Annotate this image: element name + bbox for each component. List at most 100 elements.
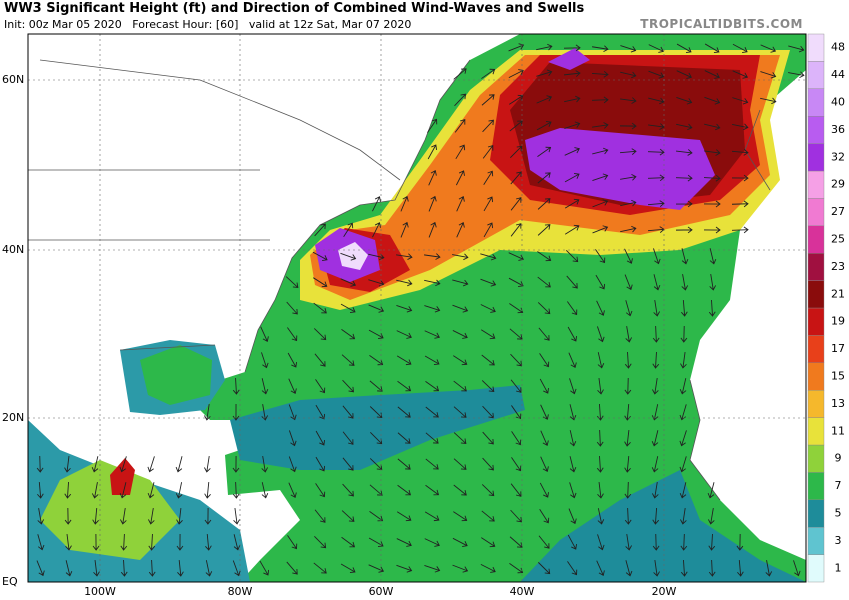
wind-arrow [731, 149, 749, 156]
wind-arrow [595, 274, 606, 290]
wind-arrow [511, 431, 522, 446]
wind-arrow [597, 508, 605, 525]
wind-arrow [596, 429, 604, 447]
wind-arrow [537, 302, 551, 315]
wind-arrow [510, 223, 522, 237]
wind-arrow [175, 482, 183, 499]
wind-arrow [566, 275, 578, 289]
wind-arrow [369, 510, 384, 522]
wind-arrow [453, 511, 468, 522]
wind-arrow [539, 482, 549, 498]
wind-arrow [454, 119, 466, 133]
wind-arrow [261, 378, 269, 395]
wind-arrow [91, 482, 99, 499]
wind-arrow [312, 251, 328, 261]
wind-arrow [680, 533, 688, 551]
wind-arrow [396, 355, 412, 366]
map-body [28, 34, 806, 582]
wind-arrow [651, 482, 659, 499]
wind-arrow [651, 456, 659, 473]
wind-arrow [679, 404, 687, 421]
wind-arrow [288, 404, 297, 421]
wind-arrow [652, 378, 659, 395]
wind-arrow [452, 537, 468, 547]
wind-arrow [624, 455, 631, 473]
wind-arrow [675, 174, 693, 182]
wind-arrow [453, 458, 467, 470]
wind-arrow [704, 43, 720, 54]
wind-arrow [510, 509, 522, 523]
wind-arrow [424, 279, 441, 287]
lon-label: 40W [510, 585, 535, 598]
wind-arrow [147, 508, 155, 525]
wind-arrow [205, 560, 213, 577]
wind-arrow [396, 279, 413, 287]
south-teal [520, 470, 806, 582]
colorbar-label: 29 [831, 178, 845, 191]
wind-arrow [620, 71, 637, 79]
wind-arrow [340, 563, 356, 574]
wind-arrow [564, 121, 581, 129]
wind-arrow [452, 279, 469, 287]
wind-arrow [36, 560, 45, 577]
wind-arrow [508, 252, 524, 261]
wind-arrow [620, 173, 637, 181]
wind-arrow [205, 533, 212, 551]
pink-core [338, 242, 368, 270]
wind-arrow [508, 43, 525, 52]
wind-arrow [596, 455, 604, 473]
wind-arrow [369, 484, 383, 496]
wind-arrow [537, 146, 552, 157]
wind-arrow [315, 379, 326, 394]
wind-arrow [568, 508, 577, 525]
wind-arrow [424, 305, 441, 313]
wind-arrow [536, 43, 553, 51]
wind-arrow [651, 404, 659, 421]
wind-arrow [647, 174, 665, 182]
wind-arrow [313, 302, 327, 314]
wind-arrow [315, 430, 326, 446]
wind-arrow [537, 198, 551, 210]
colorbar-segment [807, 225, 825, 254]
wind-arrow [680, 352, 687, 369]
wind-arrow [37, 534, 45, 551]
wind-arrow [675, 149, 693, 156]
wind-arrow [341, 510, 355, 522]
wind-arrow [314, 509, 326, 523]
wind-arrow [648, 123, 665, 130]
wind-arrow [597, 352, 605, 369]
wind-arrow [93, 560, 100, 577]
wind-arrow [313, 562, 327, 574]
wind-arrow [509, 303, 524, 314]
wind-arrow [343, 222, 354, 237]
wind-arrow [653, 300, 660, 317]
wind-arrow [704, 123, 721, 131]
wind-arrow [120, 533, 128, 551]
wind-arrow [369, 380, 383, 392]
wind-arrow [536, 69, 553, 77]
wind-arrow [568, 352, 577, 369]
wind-arrow [788, 71, 805, 79]
colorbar-label: 11 [831, 424, 845, 437]
caribbean [230, 385, 525, 470]
wind-arrow [596, 560, 605, 576]
colorbar-segment [807, 472, 825, 500]
wind-arrow [204, 481, 211, 499]
wind-arrow [372, 222, 381, 238]
wind-arrow [455, 170, 465, 186]
colorbar-segment [807, 61, 825, 90]
wind-arrow [703, 226, 721, 234]
wind-arrow [424, 538, 440, 547]
mexico-swell [40, 460, 180, 560]
wind-arrow [676, 43, 692, 54]
wind-arrow [708, 299, 716, 317]
wind-arrow [453, 432, 467, 444]
wind-arrow [510, 145, 523, 158]
wind-arrow [340, 278, 357, 287]
colorbar-label: 9 [835, 452, 842, 465]
wind-arrow [481, 354, 495, 366]
wind-arrow [676, 70, 692, 79]
wind-arrow [424, 355, 440, 366]
